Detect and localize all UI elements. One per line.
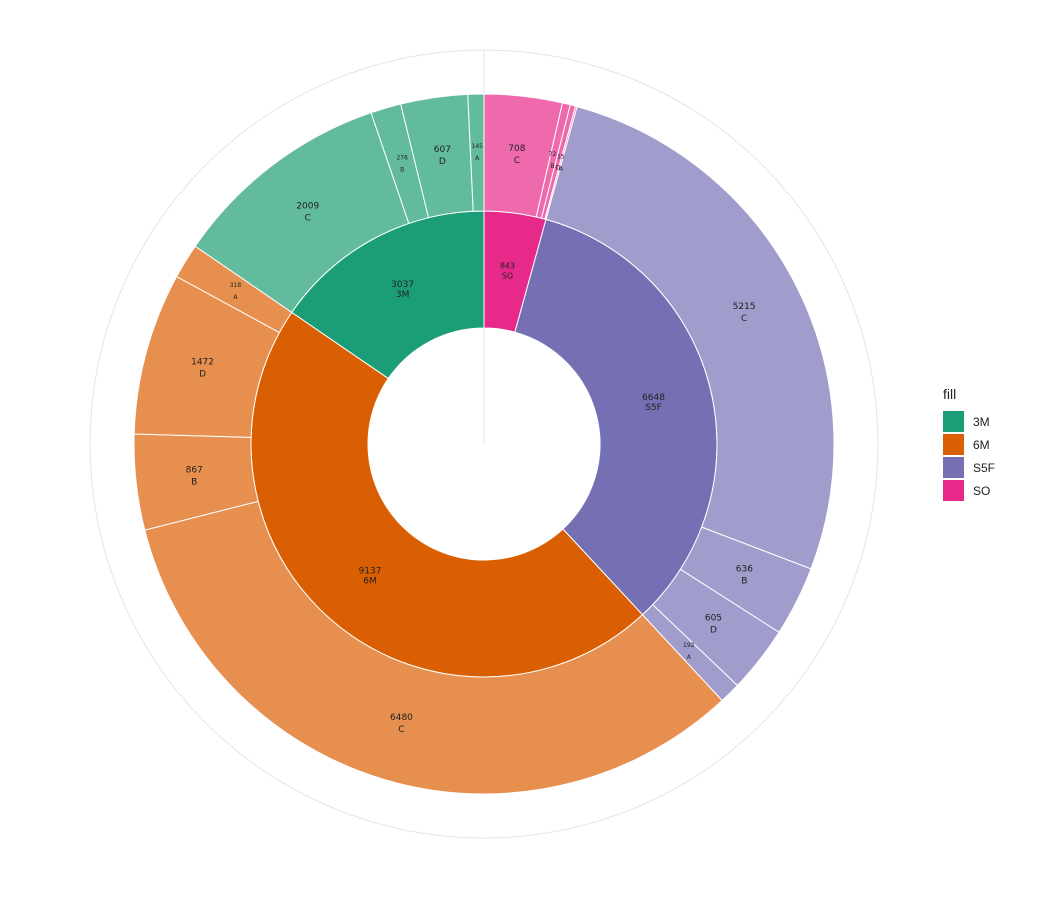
outer-value-label-6m-b: 867 — [186, 465, 203, 475]
inner-category-label-6m: 6M — [363, 577, 377, 587]
legend-item-3m: 3M — [943, 410, 1043, 433]
outer-value-label-so-a: 15 — [557, 153, 565, 160]
legend-key-3m — [943, 411, 964, 432]
outer-slice-s5f-c — [545, 106, 835, 570]
inner-value-label-6m: 9137 — [359, 567, 382, 577]
outer-value-label-3m-a: 145 — [472, 143, 484, 150]
legend-label-6m: 6M — [973, 437, 990, 452]
outer-category-label-3m-d: D — [439, 157, 446, 167]
outer-category-label-so-a: A — [559, 165, 564, 172]
legend-key-so — [943, 480, 964, 501]
outer-category-label-s5f-a: A — [687, 654, 692, 661]
outer-category-label-s5f-c: C — [741, 314, 747, 324]
legend-item-s5f: S5F — [943, 456, 1043, 479]
inner-ring — [250, 210, 718, 678]
outer-ring — [133, 93, 835, 795]
outer-value-label-s5f-b: 636 — [736, 565, 753, 575]
outer-value-label-6m-a: 318 — [230, 282, 242, 289]
outer-category-label-3m-a: A — [475, 155, 480, 162]
outer-category-label-so-d: D — [556, 165, 561, 172]
outer-value-label-so-b: 72 — [549, 151, 557, 158]
outer-value-label-6m-d: 1472 — [191, 358, 214, 368]
inner-value-label-3m: 3037 — [391, 280, 414, 290]
inner-category-label-3m: 3M — [396, 290, 410, 300]
legend-label-3m: 3M — [973, 414, 990, 429]
outer-category-label-6m-b: B — [191, 477, 197, 487]
outer-value-label-s5f-d: 605 — [705, 613, 722, 623]
outer-category-label-6m-d: D — [199, 370, 206, 380]
legend-item-6m: 6M — [943, 433, 1043, 456]
outer-category-label-so-c: C — [514, 156, 520, 166]
outer-category-label-3m-c: C — [305, 213, 311, 223]
outer-value-label-3m-b: 276 — [396, 155, 408, 162]
outer-value-label-6m-c: 6480 — [390, 713, 413, 723]
outer-category-label-so-b: B — [551, 163, 555, 170]
legend-title: fill — [943, 386, 957, 402]
legend: fill 3M 6M S5F SO — [943, 386, 1043, 502]
outer-category-label-s5f-d: D — [710, 625, 717, 635]
outer-category-label-s5f-b: B — [741, 577, 747, 587]
outer-value-label-s5f-c: 5215 — [733, 302, 756, 312]
legend-label-s5f: S5F — [973, 460, 996, 475]
inner-category-label-s5f: S5F — [645, 403, 662, 413]
outer-value-label-3m-c: 2009 — [296, 201, 319, 211]
outer-value-label-3m-d: 607 — [434, 145, 451, 155]
inner-value-label-so: 843 — [500, 262, 515, 271]
outer-category-label-6m-c: C — [398, 725, 404, 735]
inner-category-label-so: SO — [502, 272, 513, 281]
outer-category-label-3m-b: B — [400, 167, 404, 174]
outer-value-label-s5f-a: 192 — [683, 642, 695, 649]
legend-key-s5f — [943, 457, 964, 478]
inner-value-label-s5f: 6648 — [642, 393, 665, 403]
legend-label-so: SO — [973, 483, 991, 498]
outer-category-label-6m-a: A — [233, 294, 238, 301]
outer-slice-3m-a — [467, 93, 485, 212]
legend-item-so: SO — [943, 479, 1043, 502]
outer-value-label-so-c: 708 — [508, 144, 525, 154]
legend-key-6m — [943, 434, 964, 455]
outer-slice-6m-c — [144, 500, 723, 795]
